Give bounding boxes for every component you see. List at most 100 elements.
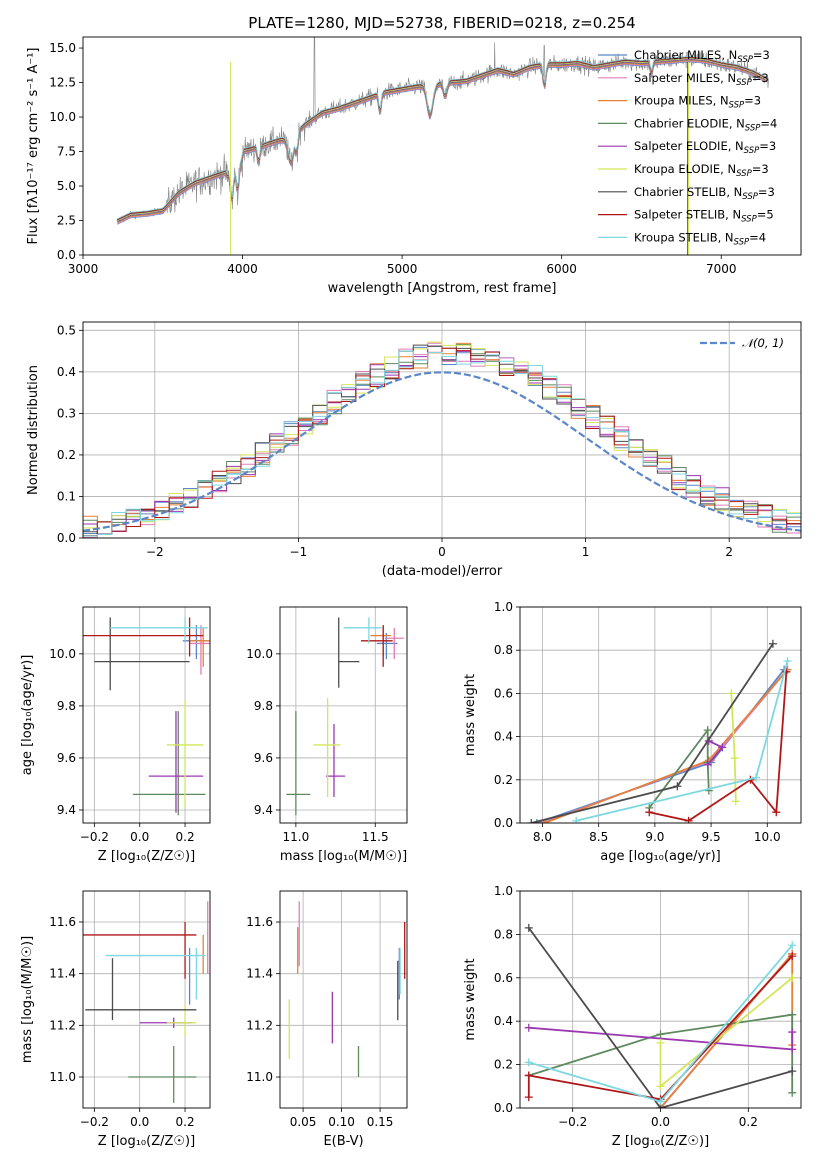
legend-label-sub: SSP [745,123,761,133]
panel-weight-vs-age: 8.0 8.5 9.0 9.5 10.0 0.0 0.2 0.4 0.6 0.8 1.0 age [l… [463,600,802,864]
data-point-marker [656,1038,665,1047]
errorbar-point-kroupa-stelib [343,617,382,644]
axes-frame [82,36,802,256]
x-tick-label: 0.10 [328,1115,355,1129]
y-axis-label: Flux [fλ10⁻¹⁷ erg cm⁻² s⁻¹ A⁻¹] [26,48,41,245]
y-tick-label: 11.0 [246,1070,273,1084]
data-point-marker [783,657,792,665]
panel-mass-vs-Z: −0.2 0.0 0.2 11.0 11.2 11.4 11.6 Z [log₁₀(Z/Z☉)… [20,890,211,1149]
series-kroupa-elodie [656,973,797,1091]
data-point-marker [656,1030,665,1039]
legend-label-main: Kroupa MILES, N [634,94,729,108]
y-tick-label: 11.2 [246,1018,273,1032]
errorbar-point-chabrier-elodie [128,1046,197,1103]
y-tick-label: 0.0 [494,1101,513,1115]
x-tick-label: 6000 [546,262,577,276]
data-point-marker [703,726,712,735]
plot-area [288,901,406,1077]
y-tick-label: 0.8 [494,643,513,657]
series-kroupa-elodie [727,689,740,806]
data-point-marker [768,639,777,648]
data-point-marker [718,743,727,752]
y-tick-label: 9.8 [57,699,76,713]
y-tick-label: 0.0 [57,531,76,545]
legend-label-sub: SSP [736,169,752,179]
data-point-marker [788,1067,797,1076]
data-point-marker [645,808,654,817]
legend-label-suffix: =5 [757,208,774,222]
data-point-marker [524,1071,533,1080]
x-tick-label: 0.0 [130,1115,149,1129]
axes-frame [279,890,408,1109]
legend-label: Chabrier ELODIE, NSSP=4 [634,116,777,133]
data-point-marker [788,973,797,982]
legend-label-sub: SSP [744,146,760,156]
y-tick-label: 0.0 [57,248,76,262]
data-point-marker [788,1010,797,1019]
series-kroupa-stelib [524,941,797,1106]
panel-age-vs-mass: 11.0 11.5 9.4 9.6 9.8 10.0 mass [log₁₀(M/M☉)] [246,606,408,864]
panel-weight-vs-Z: −0.2 0.0 0.2 0.0 0.2 0.4 0.6 0.8 1.0 Z [log₁₀(Z/Z… [463,884,802,1149]
y-tick-label: 1.0 [494,884,513,898]
legend-label-main: Chabrier MILES, N [634,48,737,62]
y-tick-label: 0.5 [57,323,76,337]
plot-area [116,37,770,255]
x-tick-label: 0.2 [176,830,195,844]
legend-label-suffix: =4 [760,116,777,130]
data-point-marker [752,773,761,782]
histogram-kroupa-stelib [83,350,801,538]
legend-label-suffix: =3 [758,185,775,199]
errorbar-point-chabrier-stelib [94,617,190,691]
x-axis-label: Z [log₁₀(Z/Z☉)] [98,849,195,864]
legend-label: Kroupa STELIB, NSSP=4 [634,230,766,247]
legend-label-suffix: =3 [759,139,776,153]
x-axis-label: E(B-V) [323,1134,363,1149]
series-line [730,693,737,802]
series-line [528,927,793,1108]
legend-label-main: Chabrier ELODIE, N [634,116,745,130]
legend-label-sub: SSP [734,237,750,247]
axes-frame [82,606,211,824]
y-tick-label: 10.0 [49,647,76,661]
legend-label-main: Salpeter MILES, N [634,71,736,85]
normal-curve [83,371,801,532]
errorbar-point-chabrier-elodie [132,711,206,816]
errorbar-point-salpeter-stelib [83,922,197,979]
x-tick-label: 5000 [387,262,418,276]
chart-title: PLATE=1280, MJD=52738, FIBERID=0218, z=0… [248,14,635,32]
y-axis-label: mass weight [463,674,478,756]
series-line [648,727,710,809]
x-tick-label: 9.0 [645,830,664,844]
errorbar-point-salpeter-stelib [360,625,393,667]
legend-label-sub: SSP [741,215,757,225]
axes-frame [519,890,802,1109]
plot-area [524,923,797,1108]
y-tick-label: 9.8 [254,699,273,713]
x-tick-label: 8.0 [533,830,552,844]
data-point-marker [788,952,797,961]
x-tick-label: −2 [146,545,164,559]
x-tick-label: 11.5 [362,830,389,844]
y-tick-label: 7.5 [57,145,76,159]
y-tick-label: 0.6 [494,686,513,700]
errorbar-point-kroupa-miles [189,627,210,667]
y-tick-label: 0.4 [494,1014,513,1028]
x-tick-label: 0.0 [651,1115,670,1129]
x-tick-label: −0.2 [80,1115,109,1129]
data-point-marker [788,941,797,950]
data-point-marker [684,816,693,823]
data-point-marker [656,1097,665,1106]
series-line [575,660,789,822]
plot-area [83,901,209,1103]
legend-label-main: Salpeter STELIB, N [634,208,741,222]
x-axis-label: age [log₁₀(age/yr)] [600,849,721,864]
legend-label: Chabrier MILES, NSSP=3 [634,48,770,65]
x-axis-label: Z [log₁₀(Z/Z☉)] [612,1134,709,1149]
y-tick-label: 0.6 [494,971,513,985]
y-axis-label: Normed distribution [26,365,41,495]
x-tick-label: 4000 [227,262,258,276]
x-tick-label: 2 [725,545,733,559]
data-point-marker [704,786,713,795]
y-tick-label: 9.4 [254,803,273,817]
x-tick-label: 0.15 [367,1115,394,1129]
